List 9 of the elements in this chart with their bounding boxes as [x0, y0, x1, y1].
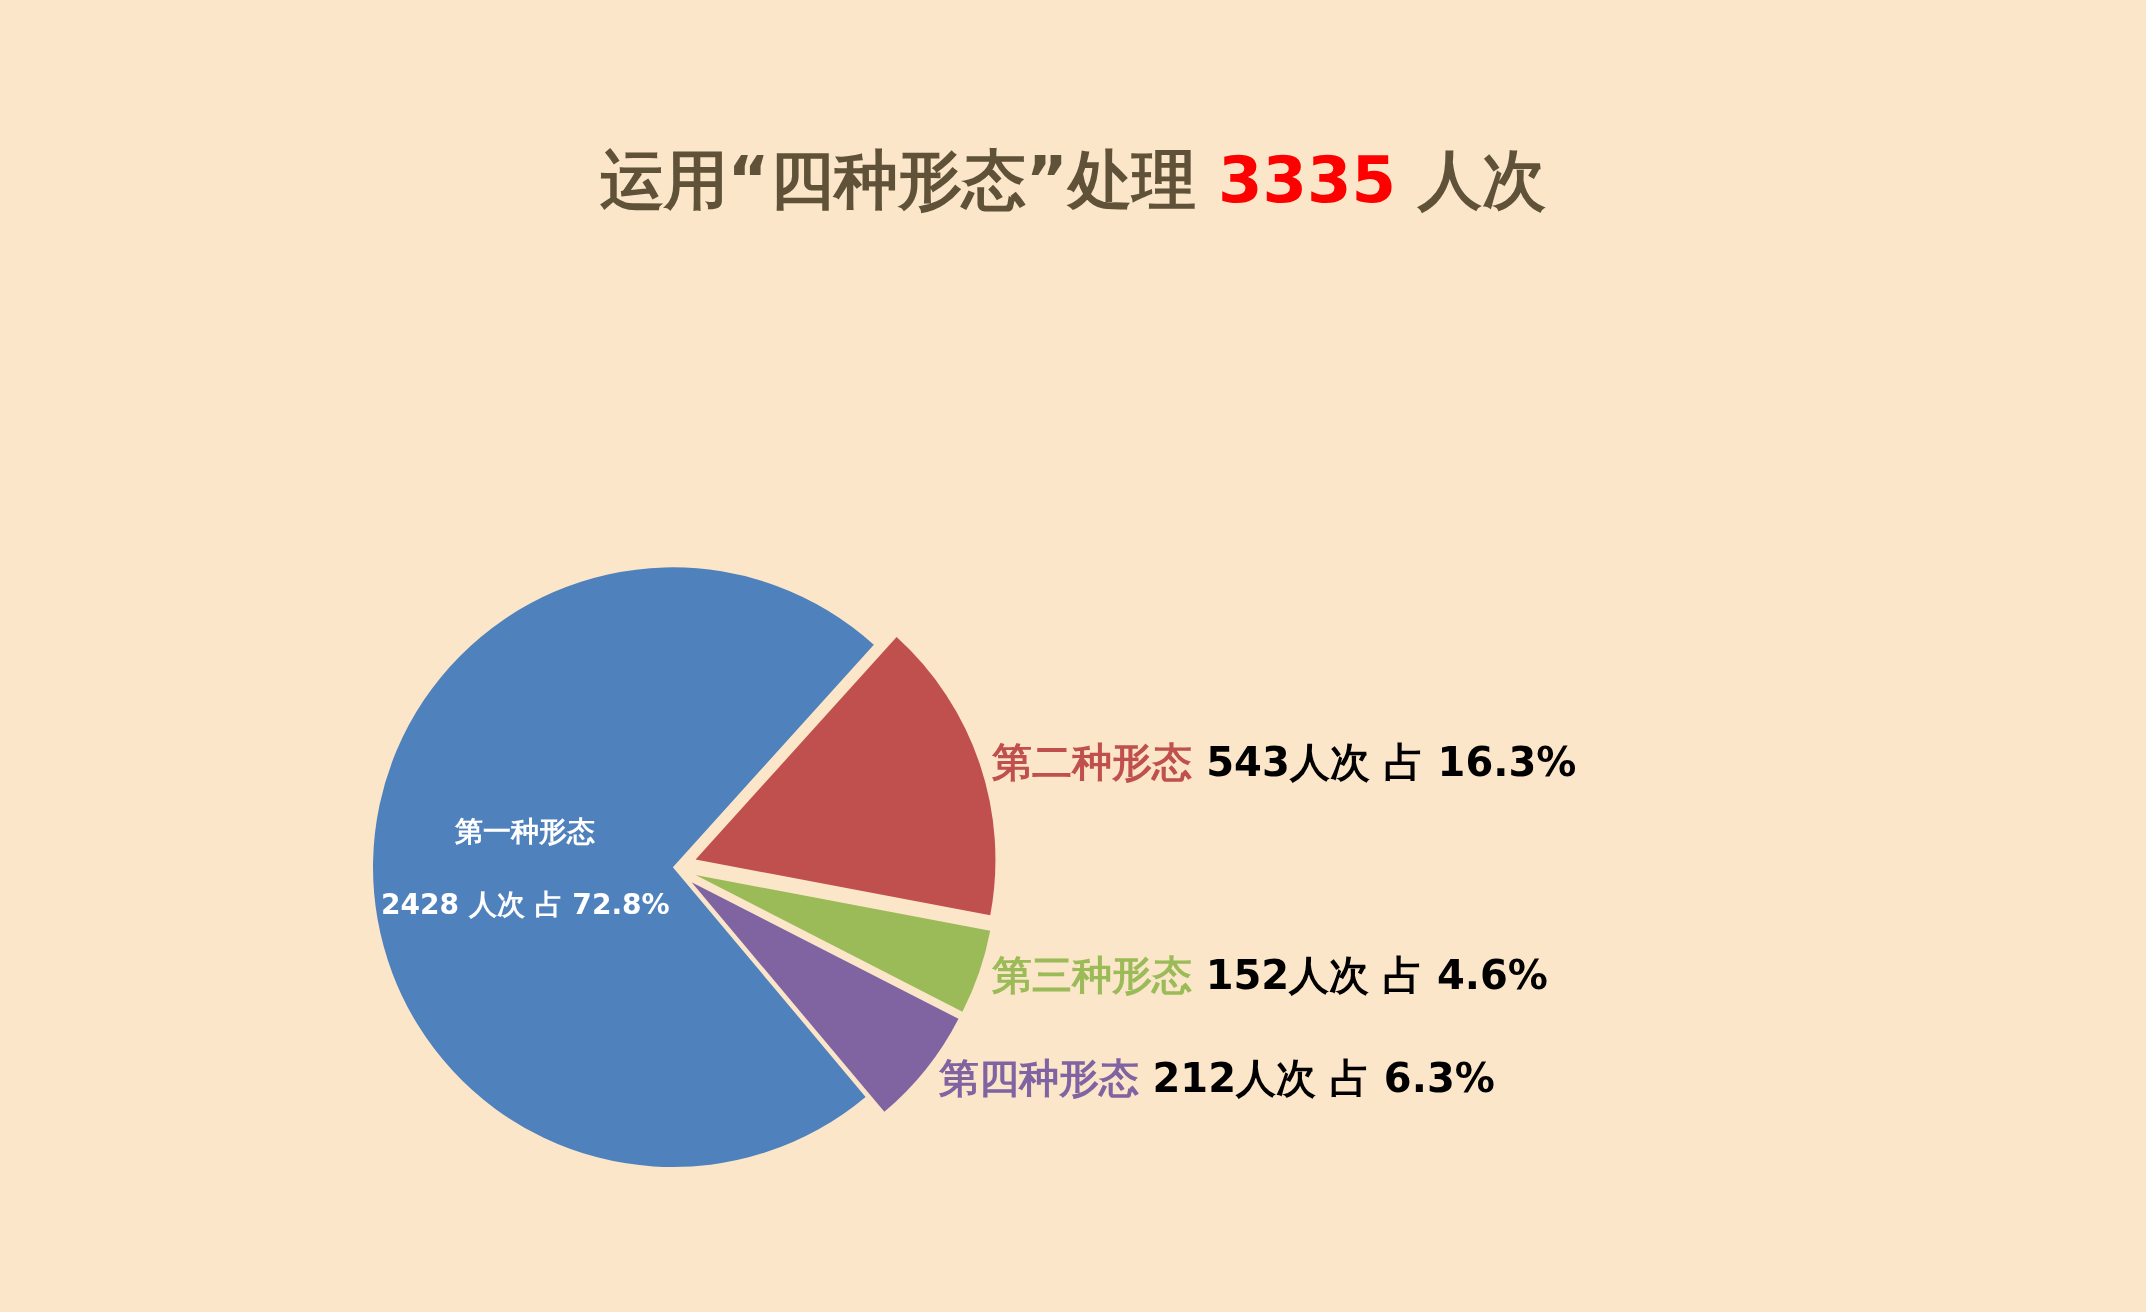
slice-label: 第四种形态: [937, 1054, 1139, 1101]
slice-label: 第三种形态: [990, 951, 1192, 998]
data-label: 152人次 占 4.6%: [1205, 951, 1548, 998]
chart-title: 运用“四种形态”处理 3335 人次: [599, 143, 1547, 218]
data-label: 2428 人次 占 72.8%: [380, 887, 670, 921]
slice-label: 第一种形态: [454, 814, 596, 848]
slice-label: 第二种形态: [991, 738, 1193, 785]
data-label: 543人次 占 16.3%: [1206, 738, 1577, 785]
data-label: 212人次 占 6.3%: [1152, 1054, 1495, 1101]
